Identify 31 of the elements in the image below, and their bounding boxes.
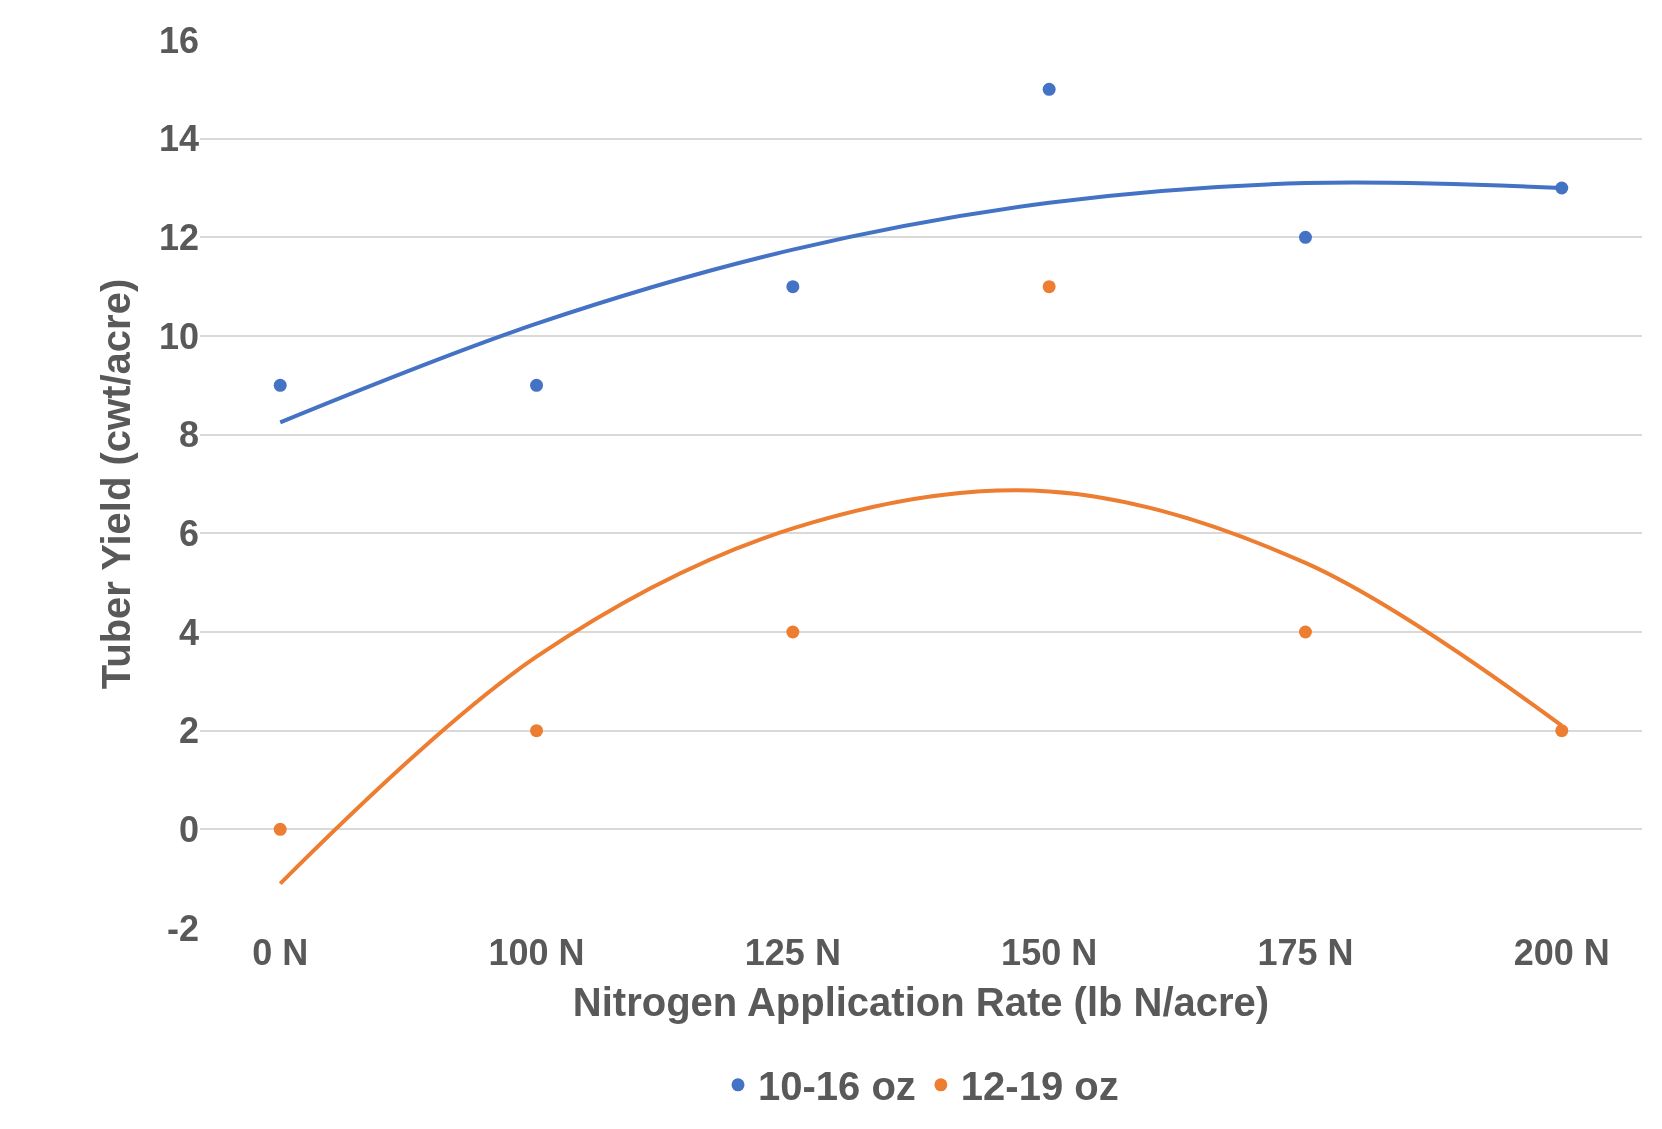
y-tick-label: 12	[158, 216, 199, 258]
point	[1042, 280, 1056, 294]
y-axis-title: Tuber Yield (cwt/acre)	[94, 278, 139, 690]
point	[1298, 230, 1312, 244]
point	[1298, 625, 1312, 639]
point	[1555, 724, 1569, 738]
legend-label: 12-19 oz	[960, 1064, 1119, 1109]
x-tick-label: 150 N	[1001, 932, 1098, 973]
point	[273, 822, 287, 836]
x-axis-title: Nitrogen Application Rate (lb N/acre)	[572, 979, 1270, 1024]
x-tick-label: 0 N	[252, 932, 309, 973]
y-tick-label: 0	[178, 808, 199, 850]
y-tick-label: -2	[166, 907, 199, 949]
y-tick-label: 6	[178, 512, 199, 554]
y-tick-label: 4	[178, 611, 199, 653]
point	[786, 280, 800, 294]
y-tick-label: 14	[158, 118, 199, 160]
x-tick-label: 100 N	[488, 932, 585, 973]
x-tick-label: 125 N	[744, 932, 841, 973]
y-tick-label: 10	[158, 315, 199, 357]
point	[530, 378, 544, 392]
y-tick-label: 16	[158, 19, 199, 61]
legend-label: 10-16 oz	[758, 1064, 916, 1109]
point	[530, 724, 544, 738]
point	[273, 378, 287, 392]
x-tick-label: 175 N	[1257, 932, 1354, 973]
x-tick-label: 200 N	[1513, 932, 1610, 973]
y-tick-label: 8	[178, 414, 199, 456]
y-tick-label: 2	[178, 710, 199, 752]
point	[786, 625, 800, 639]
point	[1042, 82, 1056, 96]
